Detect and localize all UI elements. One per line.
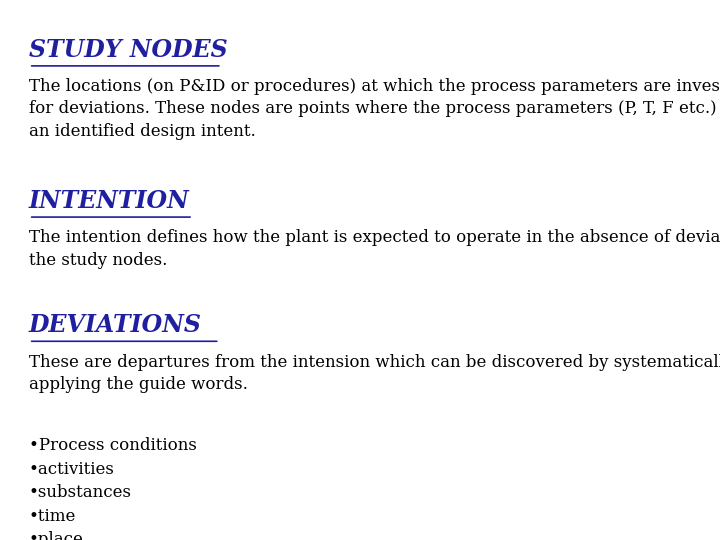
Text: STUDY NODES: STUDY NODES [29,38,228,62]
Text: •Process conditions
•activities
•substances
•time
•place: •Process conditions •activities •substan… [29,437,197,540]
Text: These are departures from the intension which can be discovered by systematicall: These are departures from the intension … [29,354,720,393]
Text: INTENTION: INTENTION [29,189,189,213]
Text: The locations (on P&ID or procedures) at which the process parameters are invest: The locations (on P&ID or procedures) at… [29,78,720,140]
Text: The intention defines how the plant is expected to operate in the absence of dev: The intention defines how the plant is e… [29,230,720,269]
Text: DEVIATIONS: DEVIATIONS [29,313,202,337]
